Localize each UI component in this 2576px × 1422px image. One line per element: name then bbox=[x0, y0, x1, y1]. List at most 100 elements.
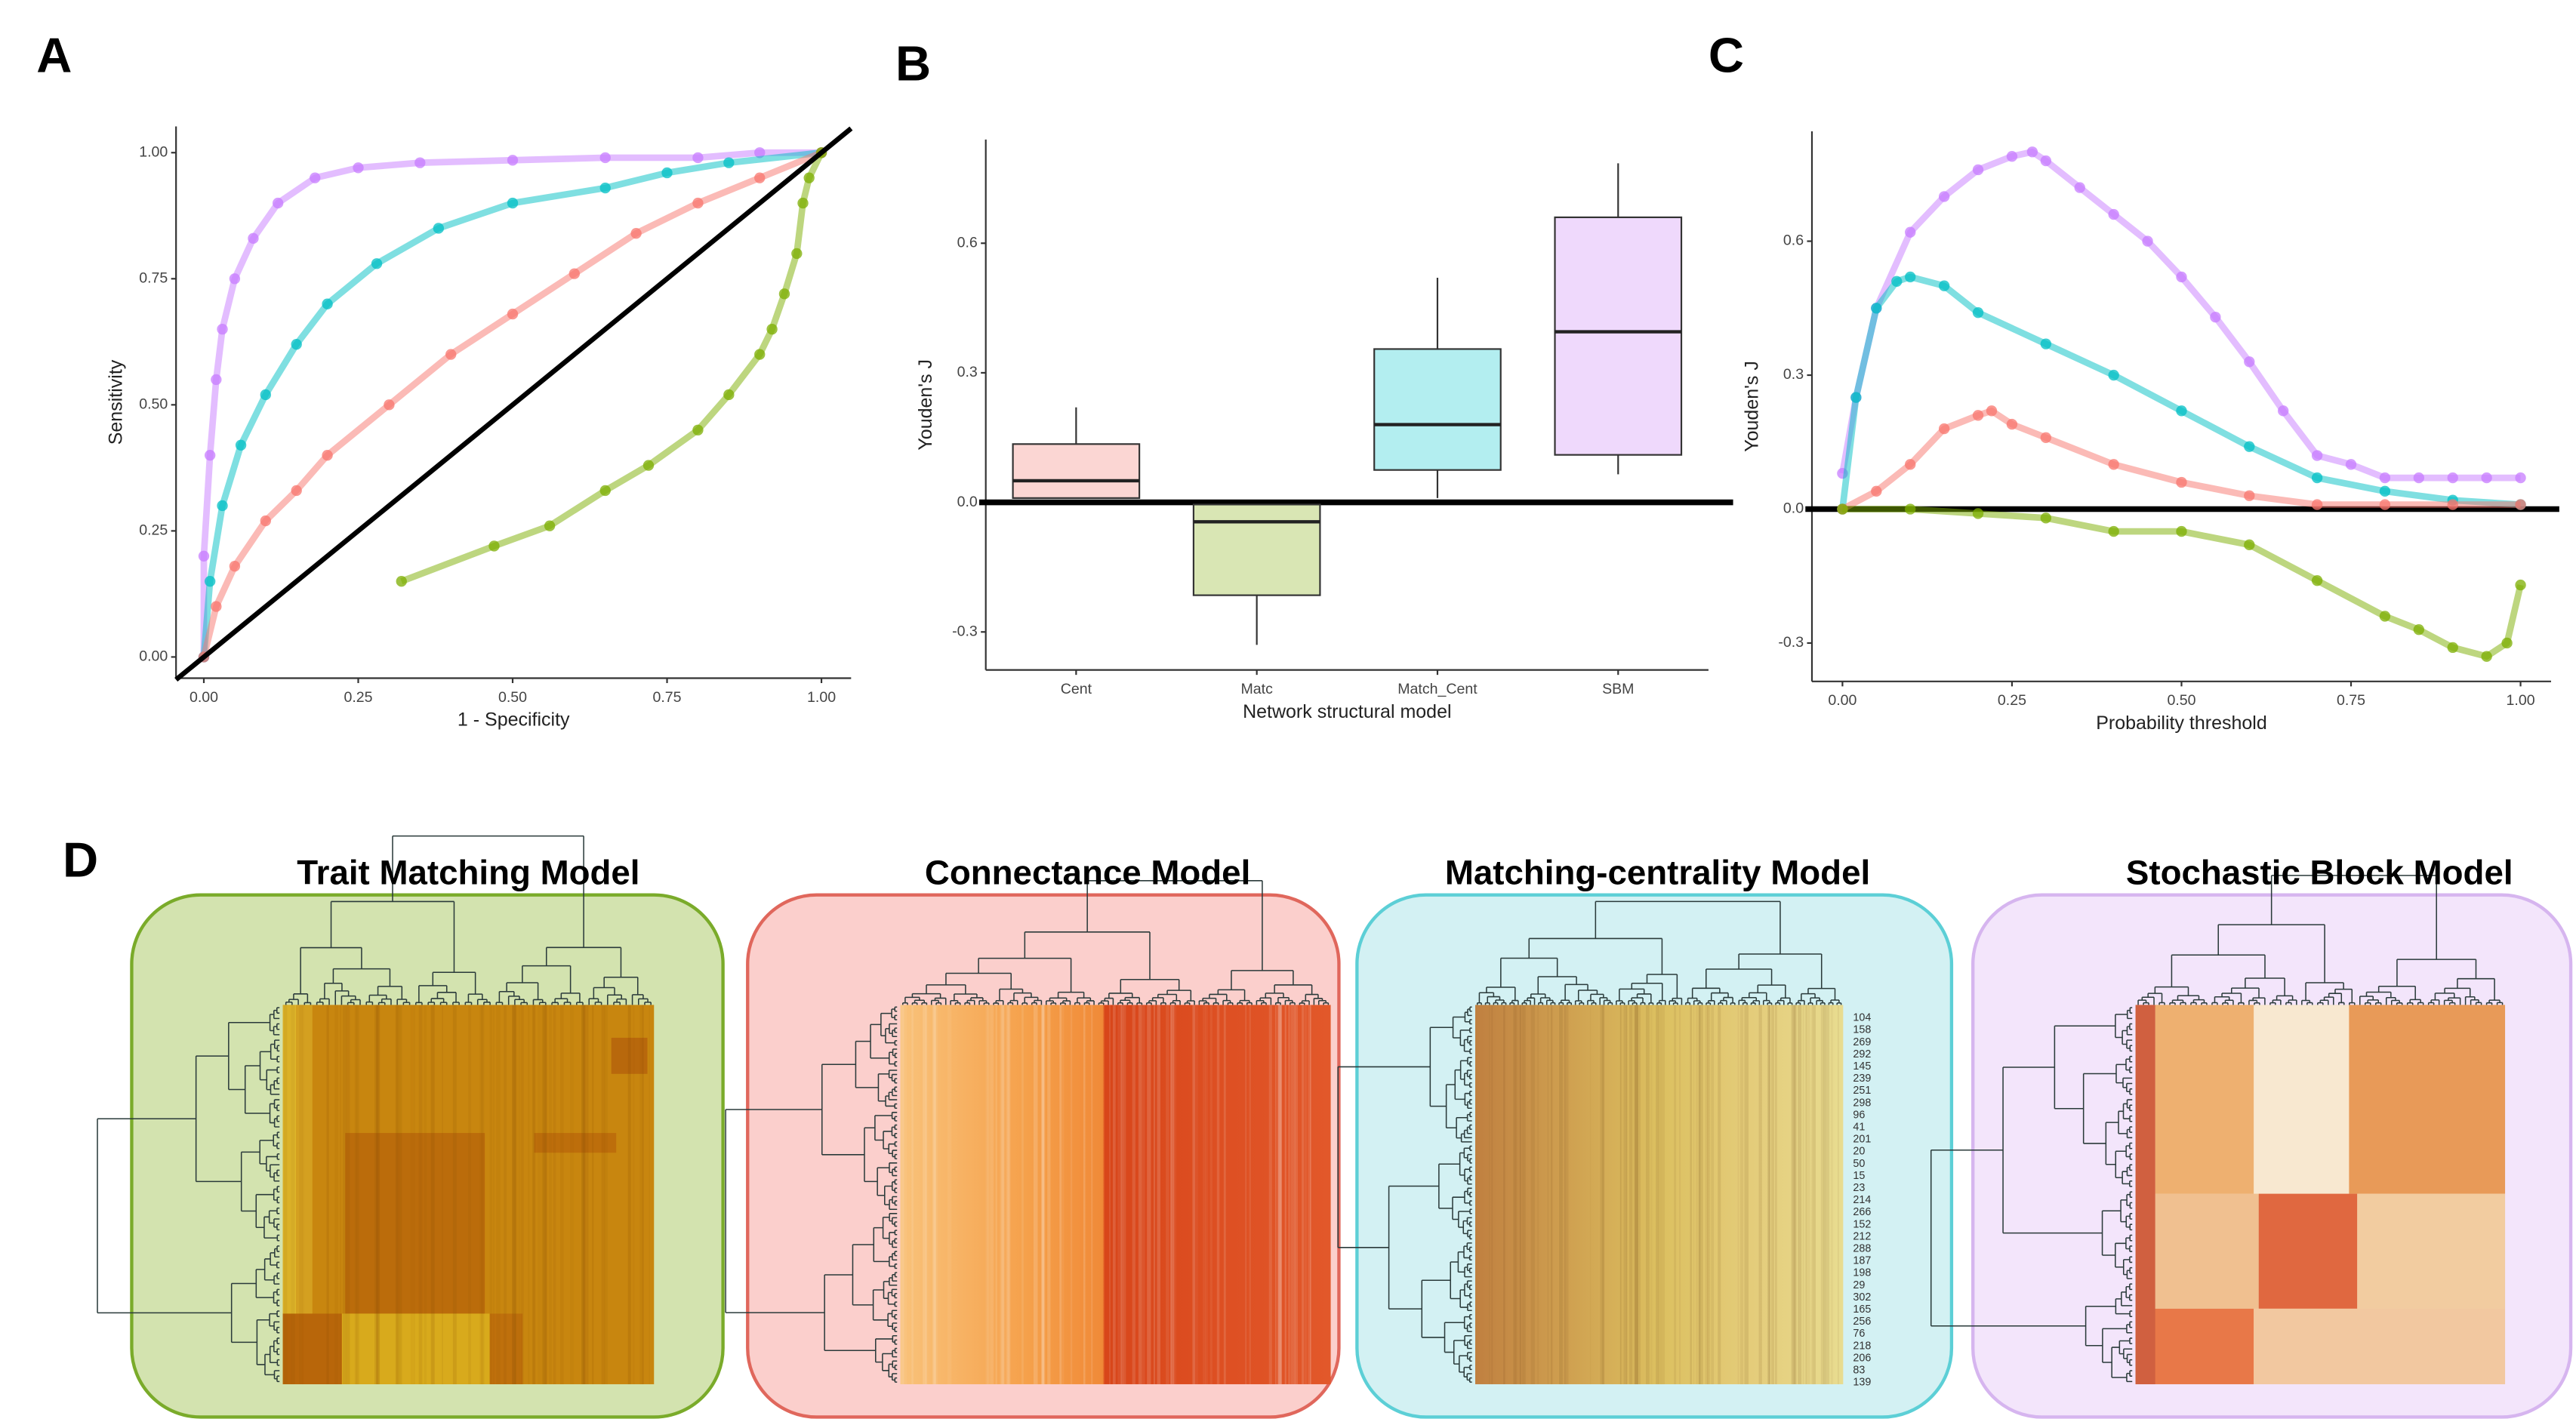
texture-stripe bbox=[492, 1005, 495, 1384]
series-line bbox=[200, 149, 823, 658]
texture-stripe bbox=[1000, 1005, 1004, 1384]
texture-stripe bbox=[1655, 1005, 1659, 1384]
point bbox=[2345, 459, 2357, 470]
point bbox=[2040, 432, 2052, 444]
texture-stripe bbox=[587, 1005, 589, 1384]
texture-stripe bbox=[1157, 1005, 1161, 1384]
x-tick-label: 0.75 bbox=[652, 689, 681, 706]
row-label: 76 bbox=[1853, 1328, 1865, 1340]
dendrogram bbox=[2137, 875, 2504, 1005]
heatmap-cells bbox=[2254, 1005, 2350, 1194]
texture-stripe bbox=[327, 1005, 329, 1384]
x-tick-label: Cent bbox=[1061, 681, 1092, 697]
texture-stripe bbox=[452, 1005, 457, 1384]
texture-stripe bbox=[1172, 1005, 1177, 1384]
row-label: 269 bbox=[1853, 1036, 1871, 1048]
texture-stripe bbox=[1530, 1005, 1535, 1384]
texture-stripe bbox=[1657, 1005, 1662, 1384]
texture-stripe bbox=[1205, 1005, 1208, 1384]
row-label: 145 bbox=[1853, 1060, 1871, 1073]
row-label: 29 bbox=[1853, 1279, 1865, 1291]
y-tick-label: 1.00 bbox=[139, 143, 168, 160]
dendrogram bbox=[97, 1007, 280, 1383]
texture-stripe bbox=[1602, 1005, 1605, 1384]
row-label: 20 bbox=[1853, 1146, 1865, 1158]
point bbox=[2379, 485, 2391, 497]
texture-stripe bbox=[410, 1005, 413, 1384]
point bbox=[2244, 490, 2255, 501]
texture-stripe bbox=[346, 1005, 350, 1384]
texture-stripe bbox=[1635, 1005, 1638, 1384]
row-label: 212 bbox=[1853, 1230, 1871, 1242]
texture-stripe bbox=[1775, 1005, 1777, 1384]
texture-stripe bbox=[356, 1005, 359, 1384]
y-axis-title: Youden's J bbox=[915, 359, 936, 451]
heatmap-cells bbox=[282, 1313, 342, 1384]
texture-stripe bbox=[512, 1005, 516, 1384]
point bbox=[2481, 472, 2492, 484]
point bbox=[211, 601, 222, 612]
row-label: 256 bbox=[1853, 1316, 1871, 1328]
point bbox=[198, 550, 210, 562]
y-tick-label: -0.3 bbox=[952, 623, 978, 639]
texture-stripe bbox=[1120, 1005, 1124, 1384]
row-label: 206 bbox=[1853, 1352, 1871, 1364]
texture-stripe bbox=[1091, 1005, 1093, 1384]
heatmap-cells bbox=[2357, 1193, 2506, 1309]
texture-stripe bbox=[399, 1005, 402, 1384]
texture-stripe bbox=[1771, 1005, 1775, 1384]
texture-stripe bbox=[1798, 1005, 1802, 1384]
x-tick-label: 1.00 bbox=[2507, 692, 2535, 709]
panel-label: C bbox=[1709, 28, 1744, 83]
texture-stripe bbox=[528, 1005, 530, 1384]
point bbox=[310, 172, 321, 183]
point bbox=[2311, 574, 2323, 586]
texture-stripe bbox=[1291, 1005, 1296, 1384]
point bbox=[2142, 235, 2153, 247]
heatmap-cells bbox=[489, 1313, 523, 1384]
texture-stripe bbox=[1792, 1005, 1797, 1384]
point bbox=[2176, 476, 2187, 488]
dendrograms bbox=[97, 835, 2504, 1383]
heatmap-cells bbox=[900, 1005, 1331, 1384]
texture-stripe bbox=[581, 1005, 585, 1384]
point bbox=[384, 399, 395, 411]
row-label: 187 bbox=[1853, 1255, 1871, 1267]
texture-stripe bbox=[933, 1005, 938, 1384]
point bbox=[1891, 275, 1903, 287]
point bbox=[692, 424, 704, 436]
texture-stripe bbox=[1060, 1005, 1065, 1384]
texture-stripe bbox=[1820, 1005, 1824, 1384]
point bbox=[235, 439, 247, 451]
heatmap-cells bbox=[2135, 1005, 2155, 1384]
texture-stripe bbox=[1142, 1005, 1145, 1384]
texture-stripe bbox=[480, 1005, 485, 1384]
texture-stripe bbox=[1619, 1005, 1622, 1384]
texture-stripe bbox=[1279, 1005, 1283, 1384]
texture-stripe bbox=[1042, 1005, 1044, 1384]
texture-stripe bbox=[559, 1005, 564, 1384]
texture-stripe bbox=[549, 1005, 552, 1384]
texture-stripe bbox=[521, 1005, 524, 1384]
row-label: 96 bbox=[1853, 1109, 1865, 1121]
heatmap-cells bbox=[295, 1005, 313, 1384]
point bbox=[1972, 508, 1984, 519]
texture-stripe bbox=[356, 1005, 358, 1384]
texture-stripe bbox=[1696, 1005, 1700, 1384]
texture-stripe bbox=[601, 1005, 605, 1384]
point bbox=[507, 155, 519, 166]
x-axis-title: Network structural model bbox=[1243, 701, 1451, 722]
texture-stripe bbox=[627, 1005, 631, 1384]
x-tick-label: SBM bbox=[1602, 681, 1634, 697]
texture-stripe bbox=[395, 1005, 399, 1384]
point bbox=[2311, 499, 2323, 510]
texture-stripe bbox=[947, 1005, 952, 1384]
point bbox=[1938, 191, 1950, 202]
texture-stripe bbox=[1223, 1005, 1226, 1384]
dendrogram bbox=[901, 880, 1330, 1005]
point bbox=[2074, 182, 2085, 193]
point bbox=[544, 520, 556, 531]
point bbox=[2040, 338, 2052, 349]
row-label: 104 bbox=[1853, 1012, 1871, 1024]
texture-stripe bbox=[1042, 1005, 1046, 1384]
